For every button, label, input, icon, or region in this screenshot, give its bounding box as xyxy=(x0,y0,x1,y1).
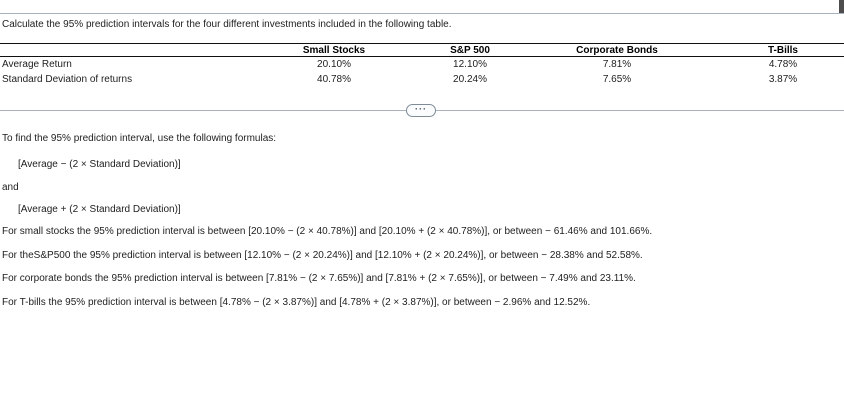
table-cell: 7.65% xyxy=(602,74,632,85)
row-label-average-return: Average Return xyxy=(2,59,72,70)
column-header-tbills: T-Bills xyxy=(767,45,799,56)
table-cell: 12.10% xyxy=(453,59,487,70)
top-divider-line xyxy=(0,13,844,14)
table-cell: 3.87% xyxy=(768,74,798,85)
table-top-border xyxy=(0,43,844,44)
question-text: Calculate the 95% prediction intervals f… xyxy=(2,19,452,30)
column-header-sp500: S&P 500 xyxy=(450,45,490,56)
result-small-stocks: For small stocks the 95% prediction inte… xyxy=(2,226,653,237)
table-cell: 7.81% xyxy=(602,59,632,70)
table-header-border xyxy=(0,56,844,57)
table-cell: 20.10% xyxy=(317,59,351,70)
result-sp500: For theS&P500 the 95% prediction interva… xyxy=(2,250,643,261)
table-cell: 40.78% xyxy=(317,74,351,85)
ellipsis-icon: ··· xyxy=(415,103,427,114)
formula-conjunction: and xyxy=(2,182,19,193)
table-cell: 20.24% xyxy=(453,74,487,85)
result-tbills: For T-bills the 95% prediction interval … xyxy=(2,297,591,308)
column-header-small-stocks: Small Stocks xyxy=(302,45,366,56)
solution-intro: To find the 95% prediction interval, use… xyxy=(2,133,277,144)
section-expander-button[interactable]: ··· xyxy=(406,104,436,117)
formula-lower-bound: [Average − (2 × Standard Deviation)] xyxy=(18,159,181,170)
formula-upper-bound: [Average + (2 × Standard Deviation)] xyxy=(18,204,181,215)
table-cell: 4.78% xyxy=(768,59,798,70)
row-label-standard-deviation: Standard Deviation of returns xyxy=(2,74,133,85)
result-corporate-bonds: For corporate bonds the 95% prediction i… xyxy=(2,273,636,284)
column-header-corporate-bonds: Corporate Bonds xyxy=(576,45,658,56)
scrollbar-thumb[interactable] xyxy=(839,0,844,13)
